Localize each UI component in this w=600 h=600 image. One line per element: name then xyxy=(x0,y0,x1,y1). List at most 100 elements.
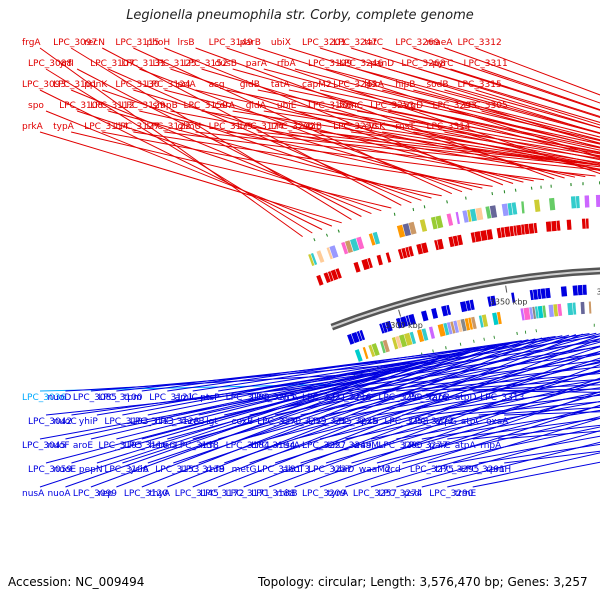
gene-label[interactable]: nuoA xyxy=(47,489,71,499)
gene-label[interactable]: pyrC xyxy=(432,59,453,69)
gene-label[interactable]: LPC_3215 xyxy=(308,417,352,427)
gene-label[interactable]: tpm xyxy=(124,393,142,403)
gene-label[interactable]: parC xyxy=(429,441,450,451)
gene-label[interactable]: LPC_3311 xyxy=(464,59,508,69)
gene-label[interactable]: rnpA xyxy=(480,441,502,451)
gene-label[interactable]: glmU xyxy=(178,122,202,132)
gene-label[interactable]: LPC_3260 xyxy=(378,441,422,451)
gene-label[interactable]: fabB xyxy=(429,393,450,403)
gene-label[interactable]: LPC_3219 xyxy=(283,417,327,427)
gene-label[interactable]: LPC_3116 xyxy=(124,441,168,451)
gene-label[interactable]: nuoF xyxy=(47,441,69,451)
gene-label[interactable]: LPC_3257 xyxy=(353,489,397,499)
gene-label[interactable]: cycA xyxy=(277,393,299,403)
gene-label[interactable]: msrA xyxy=(277,441,301,451)
gene-label[interactable]: abcT3 xyxy=(283,465,310,475)
gene-label[interactable]: LPC_3120 xyxy=(124,489,168,499)
gene-label[interactable]: LPC_3227 xyxy=(302,441,346,451)
gene-label[interactable]: LPC_3045 xyxy=(22,441,66,451)
gene-label[interactable]: dcd xyxy=(384,465,400,475)
gene-label[interactable]: LPC_3201 xyxy=(302,38,346,48)
gene-label[interactable]: LPC_3112 xyxy=(90,101,134,111)
gene-label[interactable]: LPC_3188 xyxy=(251,489,295,499)
gene-label[interactable]: LPC_3130 xyxy=(115,80,159,90)
gene-label[interactable]: rnfB xyxy=(206,465,225,475)
gene-label[interactable]: LPC_3105 xyxy=(98,441,142,451)
gene-label[interactable]: aroE xyxy=(73,441,94,451)
gene-label[interactable]: LPC_3170 xyxy=(257,417,301,427)
gene-label[interactable]: prkA xyxy=(22,122,44,132)
gene-label[interactable]: psd xyxy=(404,489,420,499)
gene-label[interactable]: ubiX xyxy=(271,38,291,48)
gene-label[interactable]: LPC_3129 xyxy=(121,101,165,111)
gene-label[interactable]: nuoE xyxy=(53,465,76,475)
gene-label[interactable]: lgt xyxy=(206,417,218,427)
gene-label[interactable]: LPC_3312 xyxy=(458,38,502,48)
gene-label[interactable]: atpG xyxy=(435,417,457,427)
gene-label[interactable]: ubiD xyxy=(333,465,354,475)
gene-label[interactable]: LPC_3042 xyxy=(28,417,72,427)
gene-label[interactable]: ubiE xyxy=(277,101,297,111)
gene-label[interactable]: atpC xyxy=(461,417,482,427)
gene-label[interactable]: LPC_3225 xyxy=(333,417,377,427)
gene-label[interactable]: LPC_3122 xyxy=(146,122,190,132)
gene-label[interactable]: atpA xyxy=(455,441,477,451)
gene-label[interactable]: nth xyxy=(200,441,215,451)
gene-label[interactable]: LPC_3106 xyxy=(104,465,148,475)
gene-label[interactable]: LPC_3290 xyxy=(429,489,473,499)
gene-label[interactable]: mreB xyxy=(181,417,205,427)
gene-label[interactable]: LPC_3128 xyxy=(155,417,199,427)
gene-label[interactable]: atpD xyxy=(455,393,477,403)
gene-label[interactable]: rfbA xyxy=(277,59,297,69)
gene-label[interactable]: LPC_3139 xyxy=(181,465,225,475)
gene-label[interactable]: LPC_3103 xyxy=(104,417,148,427)
gene-label[interactable]: LPC_3131 xyxy=(121,59,165,69)
gene-label[interactable]: amiC xyxy=(175,393,198,403)
gene-label[interactable]: tatC xyxy=(364,38,383,48)
gene-label[interactable]: LPC_3258 xyxy=(384,417,428,427)
gene-label[interactable]: coxB xyxy=(232,417,254,427)
gene-label[interactable]: LPC_3121 xyxy=(149,393,193,403)
gene-label[interactable]: LPC_3149 xyxy=(209,38,253,48)
gene-label[interactable]: LPC_3216 xyxy=(327,393,371,403)
gene-label[interactable]: recN xyxy=(84,38,105,48)
gene-label[interactable]: LPC_3152 xyxy=(184,59,228,69)
gene-label[interactable]: spo xyxy=(28,101,44,111)
gene-label[interactable]: asg xyxy=(209,80,225,90)
gene-label[interactable]: LPC_3153 xyxy=(155,465,199,475)
gene-label[interactable]: LPC_3059 xyxy=(28,465,72,475)
gene-label[interactable]: panD xyxy=(370,59,394,69)
gene-label[interactable]: LPC_3272 xyxy=(410,417,454,427)
gene-label[interactable]: LPC_3295 xyxy=(435,465,479,475)
gene-label[interactable]: thyA xyxy=(149,489,171,499)
gene-label[interactable]: LPC_3315 xyxy=(458,80,502,90)
gene-label[interactable]: LPC_3209 xyxy=(302,489,346,499)
gene-label[interactable]: ppnK xyxy=(84,80,108,90)
gene-label[interactable]: hipB xyxy=(395,80,415,90)
gene-label[interactable]: LPC_3150 xyxy=(184,101,228,111)
gene-label[interactable]: LPC_3174 xyxy=(240,122,284,132)
gene-label[interactable]: lrsB xyxy=(178,38,195,48)
gene-label[interactable]: LPC_3305 xyxy=(464,101,508,111)
gene-label[interactable]: tatA xyxy=(271,80,291,90)
gene-label[interactable]: metG xyxy=(232,465,257,475)
gene-label[interactable]: mitB xyxy=(277,489,298,499)
gene-label[interactable]: LPC_3291 xyxy=(461,465,505,475)
gene-label[interactable]: LPC_3186 xyxy=(308,101,352,111)
gene-label[interactable]: parA xyxy=(246,59,268,69)
gene-label[interactable]: waaM xyxy=(353,441,379,451)
gene-label[interactable]: LPC_3127 xyxy=(115,122,159,132)
gene-label[interactable]: LPC_3099 xyxy=(73,489,117,499)
gene-label[interactable]: LPC_3259 xyxy=(378,393,422,403)
gene-label[interactable]: frgA xyxy=(22,38,41,48)
gene-label[interactable]: gidA xyxy=(246,101,267,111)
gene-label[interactable]: LPC_3036 xyxy=(22,393,66,403)
gene-label[interactable]: LPC_3180 xyxy=(226,393,270,403)
gene-label[interactable]: yrfI xyxy=(59,59,74,69)
gene-label[interactable]: capM2 xyxy=(302,80,332,90)
gene-label[interactable]: LPC_3268 xyxy=(401,59,445,69)
gene-label[interactable]: LPC_3236 xyxy=(333,122,377,132)
gene-label[interactable]: fumC xyxy=(339,101,363,111)
gene-label[interactable]: LPC_3114 xyxy=(84,122,128,132)
gene-label[interactable]: smpB xyxy=(152,101,177,111)
